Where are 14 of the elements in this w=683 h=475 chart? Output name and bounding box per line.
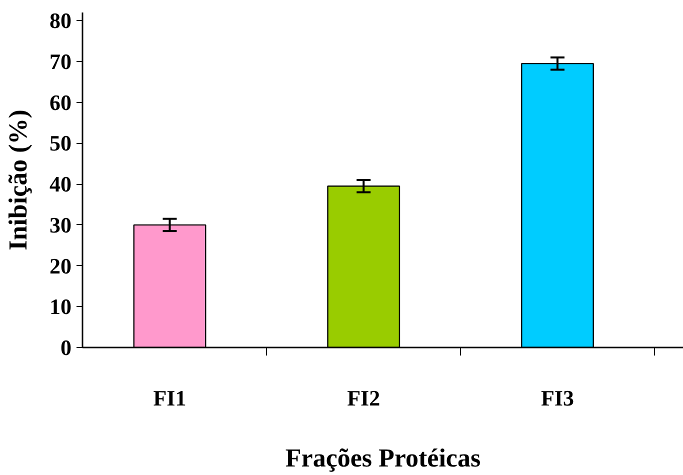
x-axis-title: Frações Protéicas bbox=[285, 444, 481, 472]
x-tick-label: FI2 bbox=[347, 386, 380, 410]
y-tick-label: 60 bbox=[50, 90, 72, 115]
y-tick-label: 70 bbox=[50, 49, 72, 74]
y-tick-label: 50 bbox=[50, 130, 72, 156]
y-tick-label: 80 bbox=[50, 8, 72, 34]
y-axis-title: Inibição (%) bbox=[4, 110, 32, 250]
y-tick-label: 40 bbox=[50, 172, 72, 197]
x-tick-label: FI3 bbox=[540, 386, 574, 410]
y-tick-label: 30 bbox=[50, 212, 72, 238]
y-tick-label: 10 bbox=[50, 294, 72, 320]
x-tick-label: FI1 bbox=[153, 386, 186, 410]
y-tick-label: 20 bbox=[50, 253, 72, 278]
y-tick-label: 0 bbox=[60, 335, 72, 360]
